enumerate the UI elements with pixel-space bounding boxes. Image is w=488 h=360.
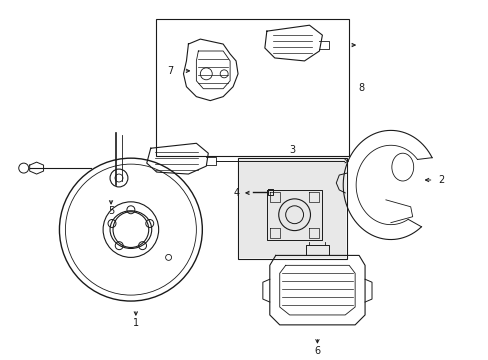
Bar	[238, 158, 346, 260]
Text: 3: 3	[289, 145, 295, 155]
Text: 5: 5	[108, 206, 114, 216]
Bar	[239, 159, 346, 258]
Text: 7: 7	[167, 66, 173, 76]
Text: 2: 2	[437, 175, 444, 185]
Text: 6: 6	[314, 346, 320, 356]
Text: 4: 4	[234, 188, 240, 198]
Bar	[155, 19, 348, 156]
Text: 8: 8	[357, 83, 364, 93]
Text: 1: 1	[133, 318, 139, 328]
